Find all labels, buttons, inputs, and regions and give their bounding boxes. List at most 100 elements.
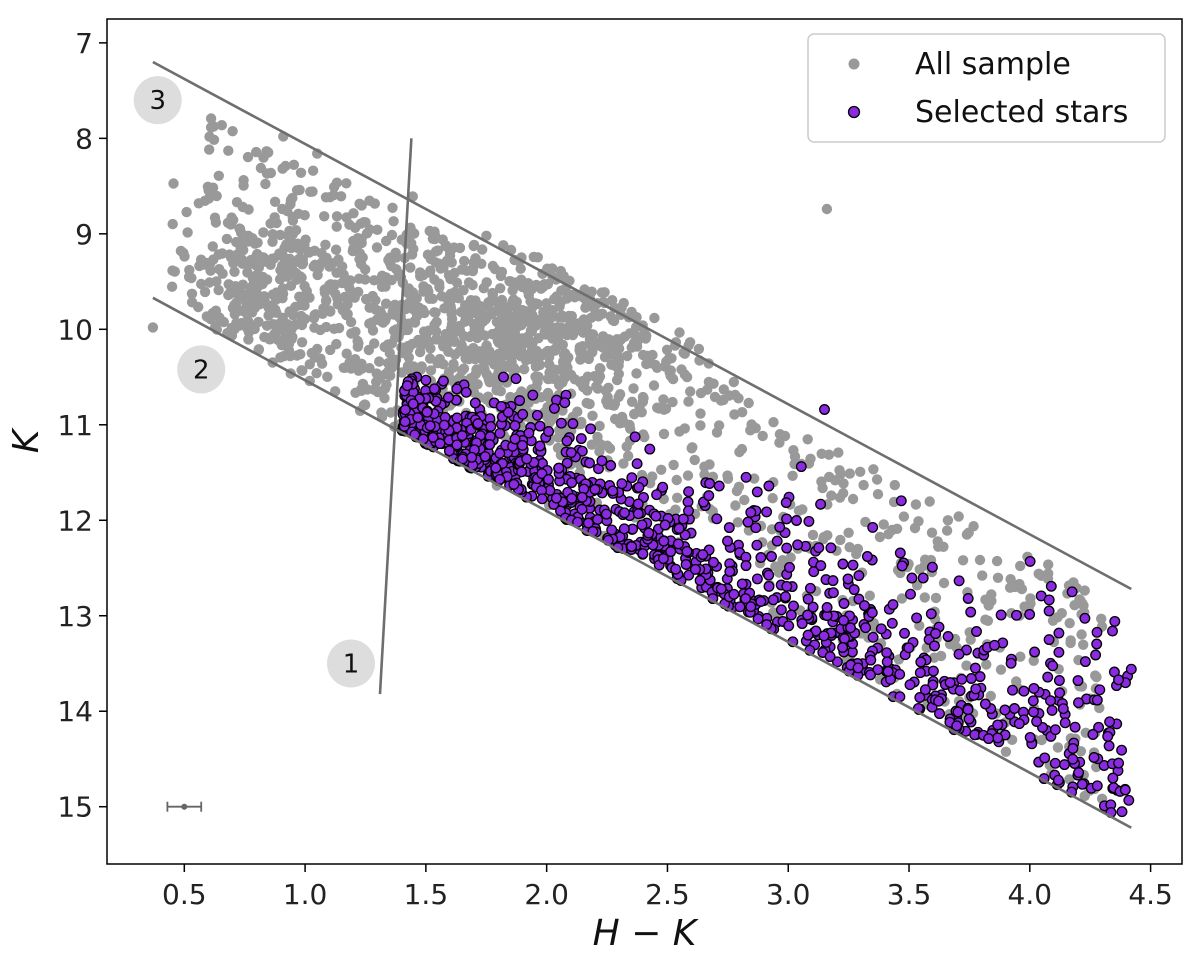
all-sample-point (467, 265, 478, 276)
selected-star-point (456, 430, 468, 442)
all-sample-point (834, 465, 845, 476)
all-sample-point (613, 360, 624, 371)
all-sample-point (199, 286, 211, 298)
all-sample-point (204, 131, 215, 142)
all-sample-point (468, 239, 480, 251)
all-sample-point (360, 274, 371, 285)
all-sample-point (699, 469, 710, 480)
selected-star-point (618, 523, 630, 535)
all-sample-point (562, 312, 574, 323)
all-sample-point (533, 371, 544, 383)
legend-box (807, 33, 1166, 143)
all-sample-point (425, 365, 437, 376)
all-sample-point (274, 274, 286, 285)
selected-star-point (697, 549, 709, 561)
selected-star-point (865, 654, 877, 666)
selected-star-point (1067, 753, 1079, 765)
selected-star-point (509, 433, 521, 445)
all-sample-point (186, 272, 197, 284)
selected-star-point (1091, 780, 1103, 792)
selected-star-point (1046, 704, 1058, 716)
all-sample-point (926, 527, 938, 538)
all-sample-point (896, 593, 908, 604)
all-sample-point (645, 358, 656, 369)
all-sample-point (433, 258, 445, 269)
all-sample-point (483, 297, 494, 308)
all-sample-point (757, 430, 768, 442)
all-sample-point (991, 555, 1003, 567)
region-label-1: 1 (343, 649, 360, 679)
selected-star-point (420, 374, 432, 386)
all-sample-point (350, 326, 361, 337)
all-sample-point (500, 307, 511, 318)
selected-star-point (589, 483, 601, 495)
selected-star-point (1125, 663, 1137, 675)
all-sample-point (658, 428, 670, 440)
all-sample-point (843, 527, 854, 538)
all-sample-point (282, 326, 293, 337)
selected-star-point (616, 478, 628, 490)
all-sample-point (844, 542, 855, 553)
selected-star-point (629, 431, 641, 443)
selected-star-point (1028, 682, 1040, 694)
all-sample-point (356, 200, 367, 211)
all-sample-point (181, 206, 192, 218)
selected-star-point (785, 609, 797, 621)
all-sample-point (874, 531, 886, 543)
all-sample-point (380, 298, 392, 309)
all-sample-point (321, 252, 332, 264)
all-sample-point (318, 303, 329, 314)
selected-star-point (1073, 767, 1085, 779)
selected-star-point (780, 497, 792, 509)
all-sample-point (285, 195, 297, 206)
all-sample-point (722, 473, 734, 484)
selected-star-point (576, 491, 588, 503)
all-sample-point (234, 223, 245, 234)
all-sample-point (229, 266, 240, 277)
all-sample-point (315, 324, 326, 336)
selected-star-point (527, 389, 539, 401)
selected-star-point (866, 607, 878, 619)
selected-star-point (1094, 684, 1106, 696)
selected-star-point (796, 618, 808, 630)
all-sample-point (205, 113, 217, 124)
all-sample-point (656, 464, 667, 475)
all-sample-point (647, 349, 658, 361)
selected-star-point (1059, 717, 1071, 729)
all-sample-point (372, 386, 384, 398)
selected-star-point (872, 664, 884, 676)
all-sample-point (671, 474, 682, 486)
selected-star-point (438, 419, 450, 431)
all-sample-point (634, 402, 645, 413)
all-sample-point (981, 659, 992, 670)
selected-star-point (543, 426, 555, 437)
all-sample-point (608, 315, 620, 327)
all-sample-point (208, 254, 219, 265)
region-label-badge (133, 76, 182, 125)
all-sample-point (1015, 560, 1026, 572)
selected-star-point (543, 474, 554, 485)
selected-star-point (490, 462, 502, 474)
all-sample-point (628, 328, 640, 340)
selected-star-point (831, 656, 843, 668)
all-sample-point (860, 516, 871, 528)
all-sample-point (1090, 670, 1101, 681)
all-sample-point (510, 331, 521, 343)
all-sample-point (456, 264, 468, 275)
all-sample-point (425, 265, 436, 276)
all-sample-point (242, 267, 253, 278)
all-sample-point (291, 350, 303, 361)
selected-star-point (401, 380, 413, 392)
selected-star-point (953, 648, 965, 660)
selected-star-point (751, 539, 763, 551)
all-sample-point (855, 466, 866, 477)
selected-star-point (896, 560, 908, 572)
selected-star-point (818, 630, 830, 642)
selected-star-point (728, 588, 740, 600)
all-sample-point (543, 352, 555, 363)
selected-star-point (421, 406, 433, 418)
all-sample-point (667, 396, 678, 408)
selected-star-point (694, 575, 706, 586)
selected-star-point (498, 371, 509, 383)
all-sample-point (594, 446, 605, 457)
